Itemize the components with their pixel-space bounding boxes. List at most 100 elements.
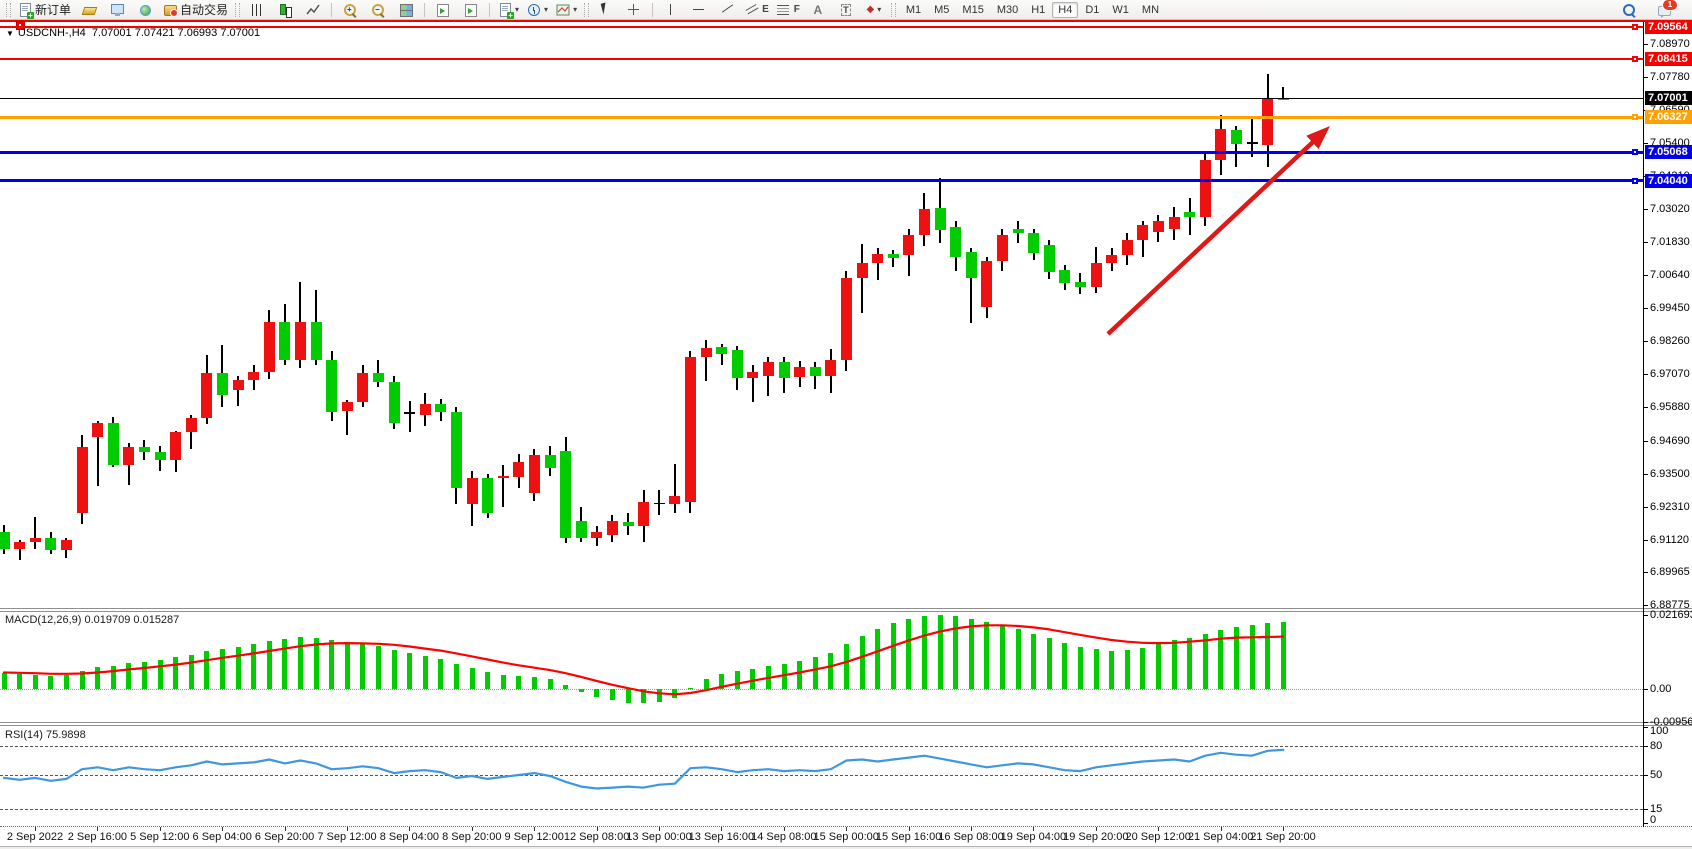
timeframe-button-M1[interactable]: M1 [905, 3, 922, 16]
candle[interactable] [606, 520, 618, 535]
line-chart-button[interactable] [300, 1, 326, 18]
candle[interactable] [357, 373, 369, 402]
candle[interactable] [1246, 142, 1258, 144]
timeframe-button-M30[interactable]: M30 [996, 3, 1019, 16]
pane-splitter[interactable] [0, 725, 1692, 726]
arrows-button[interactable]: ◆ ▾ [866, 4, 882, 15]
channel-button[interactable]: E [742, 1, 772, 18]
candle[interactable] [669, 495, 681, 505]
candle[interactable] [918, 209, 930, 236]
candle[interactable] [1137, 225, 1149, 241]
horizontal-line-object[interactable] [0, 26, 1643, 29]
autotrading-button[interactable]: 自动交易 [160, 1, 231, 18]
toolbar-grip[interactable] [6, 2, 11, 17]
candle[interactable] [653, 502, 665, 505]
candle[interactable] [1012, 229, 1024, 234]
line-edit-handle[interactable] [1632, 24, 1638, 31]
candle[interactable] [950, 227, 962, 258]
candle[interactable] [123, 446, 135, 466]
timeframe-button-H4[interactable]: H4 [1052, 1, 1079, 18]
candle[interactable] [716, 347, 728, 355]
vertical-line-button[interactable] [658, 1, 684, 18]
chart-shift-button[interactable] [458, 1, 484, 18]
candle[interactable] [996, 235, 1008, 261]
timeframe-button-M15[interactable]: M15 [962, 3, 984, 16]
candle[interactable] [419, 404, 431, 416]
new-order-button[interactable]: + 新订单 [15, 1, 74, 19]
templates-button[interactable]: ▾ [553, 1, 580, 18]
candle[interactable] [747, 371, 759, 378]
candle[interactable] [1215, 128, 1227, 161]
candle[interactable] [762, 362, 774, 377]
candle[interactable] [856, 262, 868, 278]
cursor-button[interactable] [593, 1, 619, 18]
candle[interactable] [404, 412, 416, 414]
candle[interactable] [170, 431, 182, 460]
horizontal-line-object[interactable] [0, 179, 1643, 183]
candle[interactable] [435, 404, 447, 412]
timeframe-button-H1[interactable]: H1 [1031, 3, 1046, 16]
candle[interactable] [341, 401, 353, 412]
zoom-out-button[interactable]: − [365, 1, 391, 18]
candle[interactable] [513, 461, 525, 477]
candle[interactable] [232, 379, 244, 391]
candle[interactable] [528, 455, 540, 494]
candle[interactable] [372, 373, 384, 382]
line-edit-handle[interactable] [1632, 149, 1638, 156]
text-label-button[interactable]: T [833, 1, 859, 18]
candle[interactable] [45, 538, 57, 551]
candle[interactable] [310, 321, 322, 360]
data-window-button[interactable] [104, 1, 130, 18]
horizontal-line-button[interactable] [686, 1, 712, 18]
candle[interactable] [965, 251, 977, 278]
candle[interactable] [248, 371, 260, 380]
timeframe-button-M5[interactable]: M5 [934, 3, 950, 16]
candle[interactable] [76, 446, 88, 513]
candle[interactable] [700, 348, 712, 357]
horizontal-line-object[interactable] [0, 150, 1643, 154]
candle[interactable] [809, 366, 821, 377]
trendline-button[interactable] [714, 1, 740, 18]
line-edit-handle[interactable] [1632, 56, 1638, 63]
candle[interactable] [684, 356, 696, 502]
text-button[interactable]: A [805, 1, 831, 18]
signals-button[interactable] [132, 1, 158, 18]
candle[interactable] [482, 477, 494, 513]
candle[interactable] [0, 532, 10, 549]
candle[interactable] [497, 476, 509, 478]
candle[interactable] [872, 254, 884, 263]
crosshair-button[interactable] [621, 1, 647, 18]
candle[interactable] [466, 477, 478, 505]
candlestick-button[interactable] [272, 1, 298, 18]
candle[interactable] [1230, 130, 1242, 144]
candle[interactable] [138, 446, 150, 452]
candle[interactable] [544, 455, 556, 469]
candle[interactable] [778, 361, 790, 378]
timeframe-button-D1[interactable]: D1 [1085, 3, 1100, 16]
candle[interactable] [903, 235, 915, 256]
candle[interactable] [29, 538, 41, 543]
candle[interactable] [107, 423, 119, 466]
candle[interactable] [1106, 255, 1118, 264]
candle[interactable] [638, 502, 650, 526]
candle[interactable] [1090, 263, 1102, 288]
candle[interactable] [1277, 98, 1289, 100]
candle[interactable] [825, 359, 837, 377]
candle[interactable] [1028, 233, 1040, 254]
candle[interactable] [14, 542, 26, 549]
bar-chart-button[interactable] [244, 1, 270, 18]
candle[interactable] [388, 381, 400, 424]
candle[interactable] [731, 349, 743, 378]
horizontal-line-object[interactable] [0, 115, 1643, 119]
horizontal-line-object[interactable] [0, 58, 1643, 61]
candle[interactable] [1262, 99, 1274, 146]
collapse-triangle-icon[interactable]: ▼ [6, 29, 14, 38]
candle[interactable] [263, 321, 275, 372]
candle[interactable] [887, 254, 899, 258]
candle[interactable] [794, 366, 806, 377]
indicators-button[interactable]: + ▾ [495, 1, 522, 19]
candle[interactable] [575, 520, 587, 538]
timeframe-button-MN[interactable]: MN [1141, 3, 1160, 16]
line-edit-handle[interactable] [1632, 114, 1638, 121]
pane-splitter[interactable] [0, 722, 1692, 723]
